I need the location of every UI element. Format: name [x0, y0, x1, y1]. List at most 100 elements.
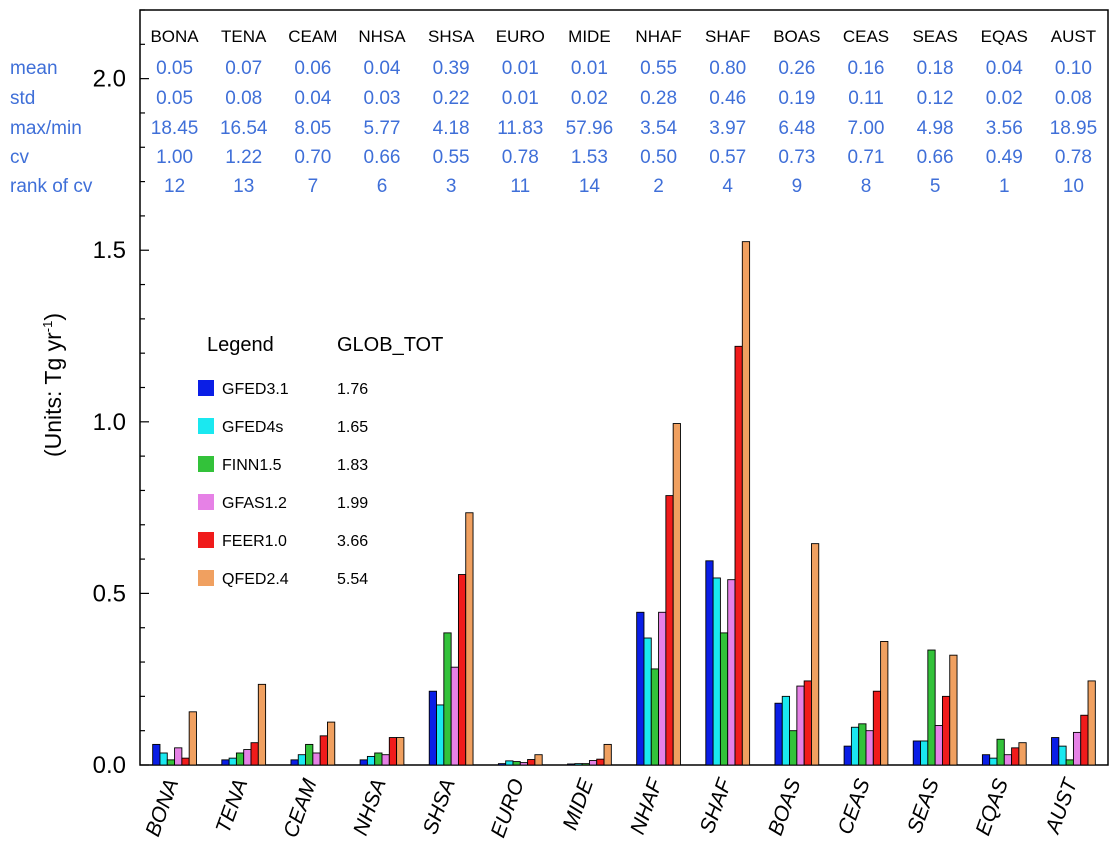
- stats-value: 6.48: [778, 118, 815, 139]
- bar: [719, 632, 729, 766]
- bar: [1011, 747, 1020, 766]
- stats-value: 14: [579, 176, 601, 197]
- stats-value: 0.70: [294, 147, 331, 168]
- stats-value: 0.22: [433, 88, 470, 109]
- stats-value: 1.00: [156, 147, 193, 168]
- stats-region-header: CEAS: [843, 27, 889, 46]
- bar: [843, 745, 852, 766]
- legend-glob-tot: 1.83: [337, 457, 368, 474]
- bar: [672, 423, 681, 766]
- stats-value: 1.53: [571, 147, 608, 168]
- bar: [734, 345, 743, 766]
- stats-value: 1.22: [225, 147, 262, 168]
- legend-swatch: [198, 418, 214, 434]
- x-category-label: TENA: [212, 776, 253, 837]
- stats-value: 0.66: [917, 147, 954, 168]
- legend-series-name: FEER1.0: [222, 533, 287, 550]
- bar: [636, 611, 645, 766]
- stats-value: 10: [1063, 176, 1084, 197]
- bar: [1080, 714, 1089, 766]
- bar: [588, 760, 598, 766]
- bar: [1072, 731, 1082, 766]
- bar: [727, 579, 736, 766]
- stats-row-label: cv: [10, 147, 30, 168]
- stats-region-header: TENA: [221, 27, 267, 46]
- stats-value: 0.10: [1055, 58, 1092, 79]
- stats-region-header: SHSA: [428, 27, 475, 46]
- bar: [257, 683, 267, 766]
- stats-value: 0.66: [364, 147, 401, 168]
- legend-swatch: [198, 456, 214, 472]
- x-category-label: AUST: [1041, 774, 1083, 838]
- stats-row-label: std: [10, 88, 35, 109]
- stats-value: 0.55: [433, 147, 470, 168]
- bar: [596, 758, 605, 766]
- bar: [858, 723, 867, 766]
- bar: [912, 740, 921, 766]
- bar: [996, 738, 1005, 766]
- bar: [872, 690, 882, 766]
- bar: [250, 742, 259, 766]
- stats-value: 0.03: [364, 88, 401, 109]
- bar: [581, 763, 590, 766]
- bar: [803, 680, 812, 766]
- stats-value: 5: [930, 176, 941, 197]
- stats-value: 4.98: [917, 118, 954, 139]
- bar: [658, 611, 667, 766]
- x-category-label: BONA: [141, 776, 183, 840]
- bar: [927, 649, 936, 766]
- y-tick-label: 2.0: [93, 66, 126, 93]
- bar: [643, 637, 652, 766]
- stats-value: 0.16: [848, 58, 885, 79]
- stats-value: 9: [792, 176, 803, 197]
- stats-value: 3.56: [986, 118, 1023, 139]
- y-axis-label-close: ): [40, 313, 66, 321]
- stats-value: 0.11: [848, 88, 884, 109]
- legend-swatch: [198, 494, 214, 510]
- stats-value: 0.39: [433, 58, 470, 79]
- bar: [650, 668, 660, 766]
- bar: [290, 759, 299, 766]
- stats-value: 16.54: [220, 118, 268, 139]
- x-category-label: NHAF: [626, 775, 668, 838]
- legend: Legend GLOB_TOT GFED3.1 1.76 GFED4s 1.65 FINN1…: [198, 334, 443, 588]
- stats-value: 0.55: [640, 58, 677, 79]
- bar: [228, 757, 237, 766]
- stats-value: 0.71: [848, 147, 885, 168]
- bar: [603, 743, 612, 766]
- bar: [527, 759, 536, 766]
- bar: [712, 577, 721, 766]
- stats-value: 3.97: [709, 118, 746, 139]
- bar: [705, 560, 714, 766]
- stats-value: 0.01: [571, 58, 608, 79]
- bar: [941, 695, 951, 766]
- legend-glob-tot: 1.76: [337, 381, 368, 398]
- stats-value: 1: [999, 176, 1010, 197]
- bar: [436, 704, 445, 766]
- stats-region-header: AUST: [1051, 27, 1096, 46]
- bar: [181, 757, 190, 766]
- y-axis-label-sup: -1: [40, 321, 55, 333]
- legend-glob-tot: 3.66: [337, 533, 368, 550]
- stats-region-header: BONA: [150, 27, 199, 46]
- stats-value: 0.01: [502, 88, 539, 109]
- stats-value: 0.57: [709, 147, 746, 168]
- stats-region-header: EQAS: [981, 27, 1028, 46]
- bar: [1087, 680, 1096, 766]
- bar: [166, 759, 176, 766]
- stats-value: 0.05: [156, 58, 193, 79]
- stats-value: 0.28: [640, 88, 677, 109]
- bar: [920, 740, 929, 766]
- legend-glob-tot: 1.99: [337, 495, 368, 512]
- stats-value: 3.54: [640, 118, 677, 139]
- bar: [665, 495, 674, 766]
- stats-value: 0.04: [294, 88, 331, 109]
- legend-swatch: [198, 570, 214, 586]
- stats-value: 0.04: [986, 58, 1023, 79]
- stats-value: 12: [164, 176, 185, 197]
- bar: [1051, 737, 1060, 766]
- stats-value: 7.00: [848, 118, 885, 139]
- bar: [381, 754, 390, 766]
- bar: [327, 721, 336, 766]
